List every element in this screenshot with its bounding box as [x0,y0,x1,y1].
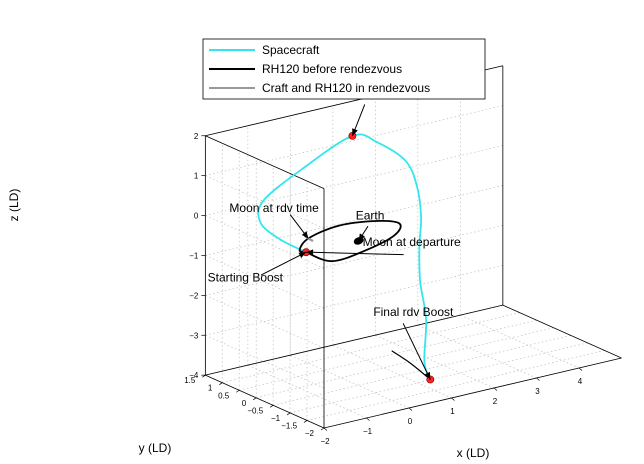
final-rdv-boost-arrow [402,323,431,380]
earth-arrowhead [358,233,365,241]
grid-line-floor-y [306,350,605,421]
z-tick-label: 0 [194,212,199,221]
final-rdv-boost-label: Final rdv Boost [373,305,454,319]
second-boost-arrowhead [352,128,358,136]
y-tick-mark [286,412,291,416]
legend-entry-spacecraft: Spacecraft [262,43,320,57]
z-tick-label: 1 [194,172,199,181]
y-tick-label: 1 [208,384,213,393]
grid-line-back-z [205,185,503,256]
axes-box-edge [323,357,622,429]
z-tick-label: −3 [189,331,199,340]
x-tick-mark [323,427,328,431]
y-tick-label: 1.5 [184,376,196,385]
z-tick-label: −1 [189,251,199,260]
y-tick-mark [219,382,223,385]
grid-line-side-z [205,295,325,349]
y-tick-label: −0.5 [247,406,263,415]
moon-at-rdv-time-arrowhead [301,231,309,239]
starting-boost-arrow [260,251,307,276]
starting-boost-label: Starting Boost [208,270,284,284]
x-tick-mark [493,387,498,391]
y-tick-mark [253,397,257,401]
x-tick-mark [451,397,455,401]
legend-entry-rh120-before: RH120 before rendezvous [262,62,402,76]
grid-line-floor-x [332,344,452,399]
grid-line-floor-y [222,312,520,384]
axes-box-edge [502,304,622,359]
series-line-rh120-before-rendezvous [298,220,402,263]
series-line-approach-3 [391,350,431,381]
y-tick-mark [320,427,325,431]
grid-line-back-z [205,105,503,176]
axes-box-edge [205,304,503,376]
x-tick-label: −2 [320,437,330,446]
z-tick-label: 2 [194,132,199,141]
moon-at-departure-label: Moon at departure [363,235,461,249]
x-axis-label: x (LD) [457,446,490,460]
y-tick-label: −2 [305,429,315,438]
y-tick-label: 0 [242,399,247,408]
y-tick-label: −1 [271,414,281,423]
x-tick-label: 0 [408,417,413,426]
grid-line-back-z [205,145,503,216]
grid-line-back-z [205,264,503,336]
grid-line-side-z [205,255,325,309]
grid-line-floor-y [290,342,588,414]
y-tick-mark [269,405,274,408]
grid-line-floor-x [417,324,537,379]
y-tick-label: −1.5 [281,421,297,430]
grid-line-back-z [205,225,503,296]
grid-line-floor-y [273,335,571,406]
axes-box-edge [205,135,325,189]
grid-line-floor-x [460,314,580,369]
x-tick-mark [366,417,370,421]
x-tick-label: 3 [535,387,540,396]
grid-line-floor-y [256,327,554,399]
grid-line-floor-x [290,354,410,409]
x-tick-mark [578,367,583,371]
x-tick-label: 4 [578,377,583,386]
final-rdv-boost-arrowhead [424,371,431,380]
x-tick-label: 2 [493,397,498,406]
earth-label: Earth [356,209,385,223]
moon-at-departure-arrow [306,251,404,256]
z-tick-label: −2 [189,291,199,300]
series-line-spacecraft [257,133,432,381]
axes-box-edge [205,374,325,429]
grid-line-side-z [205,215,325,269]
y-tick-mark [236,389,240,393]
grid-line-side-z [205,334,325,389]
starting-boost-arrowhead [298,252,307,259]
grid-line-side-z [205,175,325,229]
moon-at-departure-arrowhead [306,249,314,256]
z-tick-label: −4 [189,371,199,380]
legend: Spacecraft RH120 before rendezvous Craft… [202,38,486,100]
x-tick-mark [536,377,540,381]
legend-entry-rendezvous: Craft and RH120 in rendezvous [262,81,430,95]
x-tick-label: −1 [363,427,373,436]
x-tick-mark [408,407,413,411]
grid-line-floor-x [375,334,495,389]
moon-at-rdv-time-label: Moon at rdv time [229,201,319,215]
grid-line-floor-y [239,319,537,391]
z-axis-label: z (LD) [7,189,21,222]
y-axis-label: y (LD) [139,441,172,455]
x-tick-label: 1 [450,407,455,416]
y-tick-label: 0.5 [218,391,230,400]
y-tick-mark [303,420,308,423]
